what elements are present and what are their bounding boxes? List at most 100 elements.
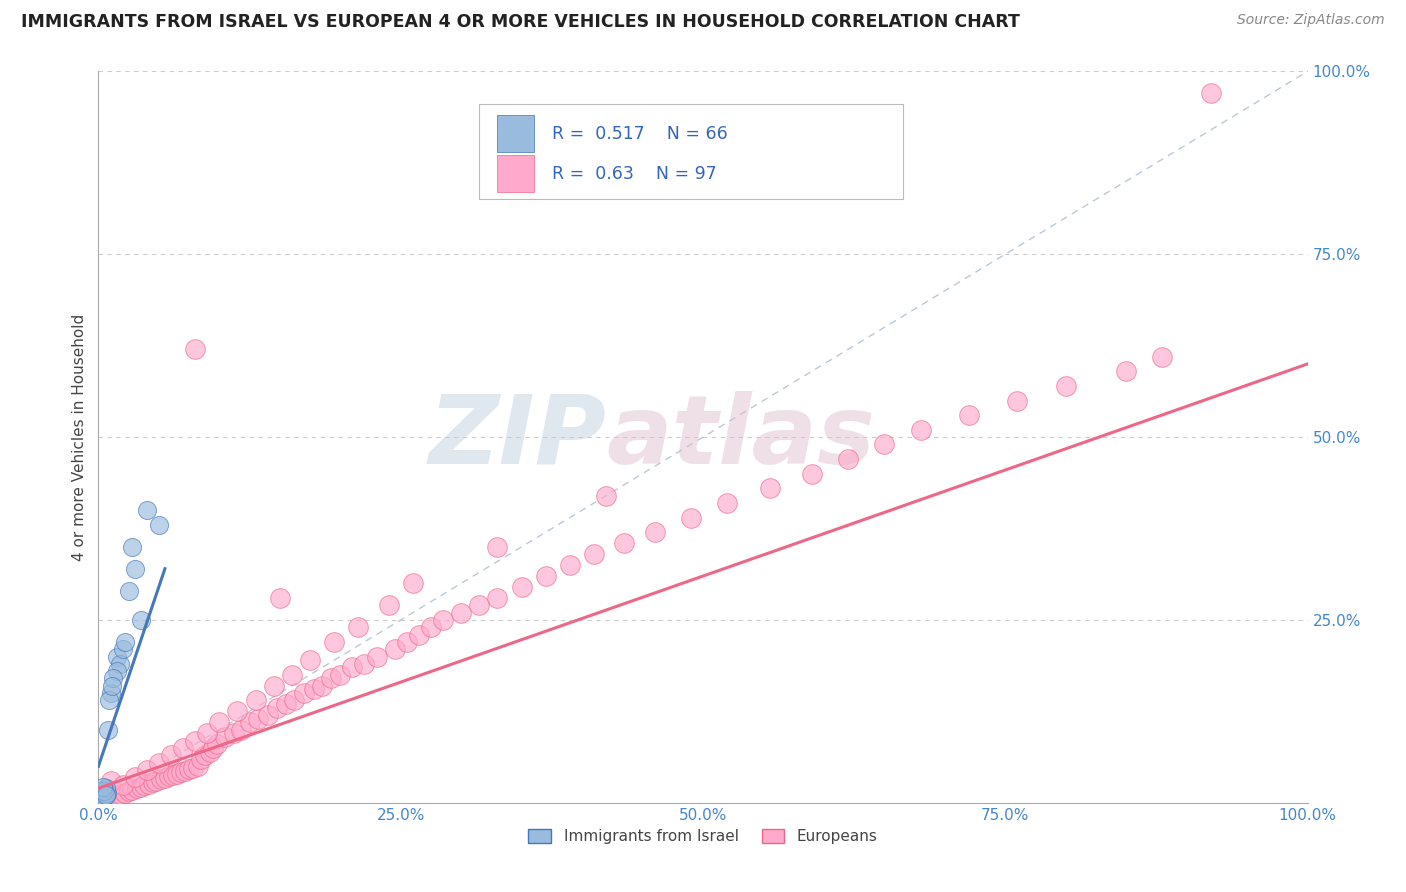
FancyBboxPatch shape xyxy=(498,115,534,152)
Point xyxy=(118,784,141,798)
Point xyxy=(138,777,160,791)
Point xyxy=(184,343,207,357)
Point xyxy=(90,794,112,808)
Point xyxy=(205,737,228,751)
Point xyxy=(148,517,170,532)
Point xyxy=(111,778,134,792)
Point xyxy=(114,635,136,649)
Point xyxy=(91,795,114,809)
Point xyxy=(468,599,491,613)
Point xyxy=(510,580,533,594)
Point xyxy=(311,679,333,693)
Point xyxy=(758,481,780,495)
Point xyxy=(89,795,111,809)
Point xyxy=(1054,379,1077,393)
Point xyxy=(256,708,278,723)
Point xyxy=(90,794,112,808)
Point xyxy=(90,795,112,809)
Point xyxy=(94,788,117,802)
Point xyxy=(91,794,114,808)
Point xyxy=(239,715,262,730)
Point xyxy=(98,693,121,707)
Point xyxy=(129,613,152,627)
Point xyxy=(124,562,146,576)
Point xyxy=(93,793,115,807)
Point xyxy=(90,795,112,809)
Point xyxy=(402,576,425,591)
Point xyxy=(583,547,606,561)
Point xyxy=(148,756,170,770)
Point xyxy=(329,667,352,681)
Point xyxy=(145,773,167,788)
Point xyxy=(89,790,111,805)
Point xyxy=(90,795,112,809)
Point xyxy=(679,510,702,524)
Point xyxy=(90,794,112,808)
Point xyxy=(716,496,738,510)
FancyBboxPatch shape xyxy=(498,155,534,192)
Y-axis label: 4 or more Vehicles in Household: 4 or more Vehicles in Household xyxy=(72,313,87,561)
Point xyxy=(91,780,114,794)
Point xyxy=(245,693,267,707)
Point xyxy=(198,745,221,759)
Point xyxy=(100,679,122,693)
Point xyxy=(91,785,114,799)
Point xyxy=(91,794,114,808)
Point xyxy=(118,583,141,598)
Point xyxy=(169,765,191,780)
Point xyxy=(153,771,176,785)
Point xyxy=(94,781,117,796)
Point xyxy=(190,752,212,766)
Point xyxy=(121,782,143,797)
Point xyxy=(97,791,120,805)
Point xyxy=(93,789,115,804)
Point xyxy=(105,664,128,678)
Point xyxy=(269,591,291,605)
Point xyxy=(142,775,165,789)
Point xyxy=(384,642,406,657)
Point xyxy=(222,726,245,740)
Point xyxy=(100,773,122,788)
Point xyxy=(202,740,225,755)
Point xyxy=(181,761,204,775)
Point xyxy=(1199,87,1222,101)
Point xyxy=(486,540,509,554)
Point xyxy=(214,730,236,744)
Point xyxy=(100,686,122,700)
Point xyxy=(90,794,112,808)
Point xyxy=(89,787,111,801)
Point xyxy=(91,795,114,809)
Point xyxy=(534,569,557,583)
Point xyxy=(89,791,111,805)
Point xyxy=(558,558,581,573)
Point xyxy=(127,781,149,796)
Point xyxy=(377,599,399,613)
Point xyxy=(91,795,114,809)
Point xyxy=(90,794,112,808)
Point xyxy=(800,467,823,481)
Point xyxy=(595,489,617,503)
Point xyxy=(91,795,114,809)
Point xyxy=(89,794,111,808)
Point xyxy=(90,795,112,809)
Point xyxy=(89,793,111,807)
Point xyxy=(89,789,111,804)
Point xyxy=(157,769,180,783)
Point xyxy=(89,789,111,803)
Point xyxy=(90,794,112,808)
Point xyxy=(101,789,124,804)
Point xyxy=(90,791,112,805)
Point xyxy=(91,782,114,797)
Point xyxy=(408,627,430,641)
Point xyxy=(184,733,207,747)
Point xyxy=(432,613,454,627)
Point xyxy=(910,423,932,437)
Point xyxy=(226,705,249,719)
Point xyxy=(105,649,128,664)
Point xyxy=(347,620,370,634)
Point xyxy=(247,712,270,726)
Text: IMMIGRANTS FROM ISRAEL VS EUROPEAN 4 OR MORE VEHICLES IN HOUSEHOLD CORRELATION C: IMMIGRANTS FROM ISRAEL VS EUROPEAN 4 OR … xyxy=(21,13,1019,31)
Point xyxy=(837,452,859,467)
Text: R =  0.517    N = 66: R = 0.517 N = 66 xyxy=(551,125,728,143)
Point xyxy=(319,672,342,686)
